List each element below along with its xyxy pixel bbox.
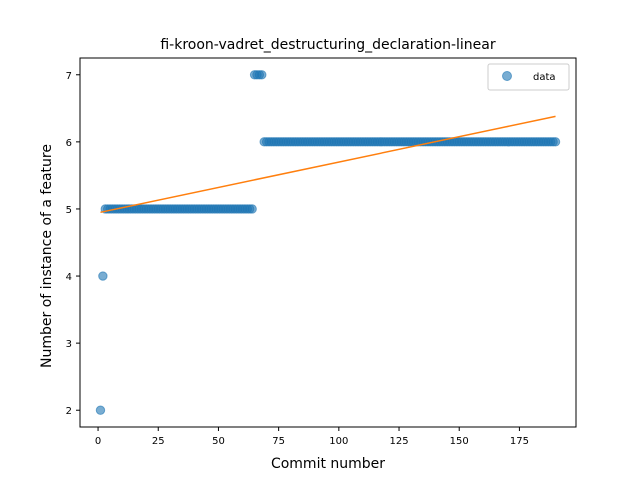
y-tick-label: 5 <box>66 205 72 216</box>
chart-title: fi-kroon-vadret_destructuring_declaratio… <box>160 37 495 53</box>
y-axis-label: Number of instance of a feature <box>39 144 55 368</box>
x-tick-label: 50 <box>212 436 225 447</box>
legend-box <box>487 63 570 91</box>
x-tick-label: 125 <box>389 436 408 447</box>
y-tick-label: 7 <box>66 71 72 82</box>
data-point <box>257 70 267 80</box>
x-tick-label: 175 <box>510 436 529 447</box>
x-tick-label: 150 <box>450 436 469 447</box>
x-tick-label: 100 <box>329 436 348 447</box>
data-point <box>98 271 108 281</box>
x-tick-label: 0 <box>95 436 101 447</box>
data-point <box>550 137 561 147</box>
legend: data <box>487 63 570 91</box>
data-point <box>95 405 106 415</box>
y-axis: 2 3 4 5 6 7 <box>66 71 80 417</box>
legend-marker-data <box>502 71 512 81</box>
y-tick-label: 4 <box>66 272 72 283</box>
y-tick-label: 6 <box>66 138 72 149</box>
trend-line <box>100 115 556 214</box>
y-tick-label: 2 <box>66 406 72 417</box>
legend-label-data: data <box>533 72 556 83</box>
x-tick-label: 75 <box>272 436 285 447</box>
data-point <box>247 204 257 214</box>
x-axis-label: Commit number <box>271 456 385 472</box>
x-axis: 0 25 50 75 100 125 150 175 <box>95 427 529 447</box>
x-tick-label: 25 <box>152 436 165 447</box>
plot-area <box>95 70 561 415</box>
y-tick-label: 3 <box>66 339 72 350</box>
axes-frame <box>79 57 577 428</box>
